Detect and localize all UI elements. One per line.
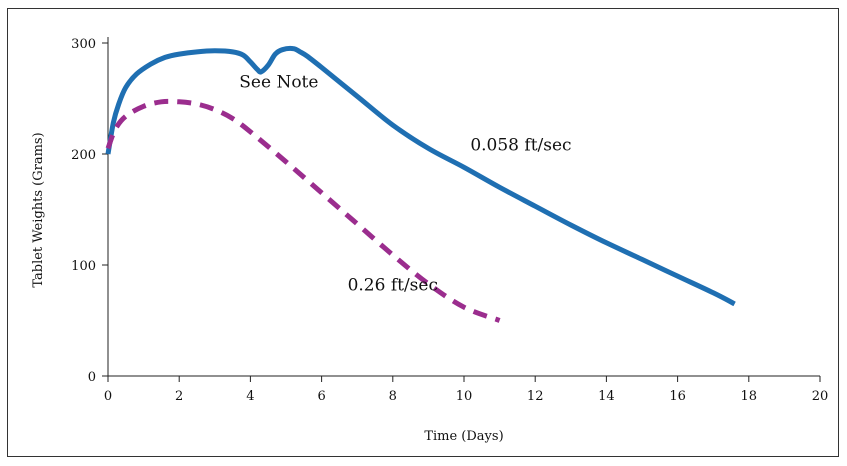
y-tick-label: 0 — [88, 370, 96, 385]
x-tick-label: 20 — [812, 389, 829, 404]
series-line-1 — [105, 45, 736, 307]
x-tick-label: 14 — [598, 389, 615, 404]
x-tick-label: 10 — [456, 389, 473, 404]
x-tick-label: 18 — [741, 389, 758, 404]
x-tick-label: 6 — [317, 389, 325, 404]
annotation-1: See Note — [239, 72, 318, 92]
x-tick-label: 16 — [669, 389, 686, 404]
x-tick-label: 4 — [246, 389, 254, 404]
annotation-2: 0.058 ft/sec — [470, 136, 571, 156]
x-tick-label: 8 — [389, 389, 397, 404]
y-tick-label: 200 — [71, 148, 96, 163]
annotations: See Note 0.058 ft/sec 0.26 ft/sec — [239, 72, 571, 295]
y-axis-label: Tablet Weights (Grams) — [31, 132, 46, 287]
y-tick-label: 100 — [71, 259, 96, 274]
x-tick-label: 2 — [175, 389, 183, 404]
x-axis-label: Time (Days) — [424, 429, 503, 444]
x-tick-label: 12 — [527, 389, 544, 404]
chart-frame — [7, 8, 839, 457]
series-line-2 — [105, 98, 501, 323]
x-tick-label: 0 — [104, 389, 112, 404]
annotation-3: 0.26 ft/sec — [348, 276, 438, 296]
y-tick-label: 300 — [71, 37, 96, 52]
series-layer — [105, 45, 736, 323]
